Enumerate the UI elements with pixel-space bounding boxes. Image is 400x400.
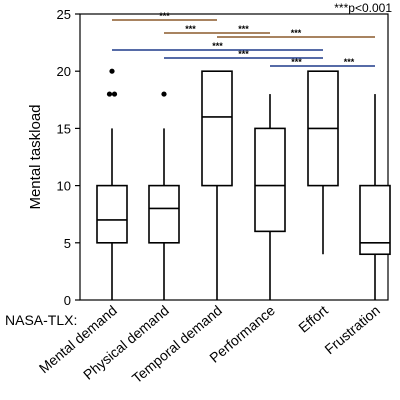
box-series bbox=[96, 68, 391, 300]
y-tick-label: 5 bbox=[64, 236, 71, 251]
y-axis: 0 5 10 15 20 25 bbox=[57, 7, 80, 308]
significance-label: *** bbox=[212, 41, 223, 51]
outlier-point bbox=[161, 91, 167, 97]
y-tick-label: 25 bbox=[57, 7, 71, 22]
significance-brackets: *** *** *** *** *** *** *** *** bbox=[112, 11, 375, 67]
y-tick-label: 20 bbox=[57, 64, 71, 79]
significance-label: *** bbox=[291, 57, 302, 67]
box-4 bbox=[254, 94, 286, 300]
box-5 bbox=[307, 70, 339, 255]
box-3 bbox=[201, 70, 233, 300]
significance-label: *** bbox=[185, 24, 196, 34]
x-tick-label: Frustration bbox=[321, 302, 383, 357]
box-body bbox=[148, 184, 180, 244]
outlier-point bbox=[109, 68, 115, 74]
box-body bbox=[359, 184, 391, 256]
outlier-point bbox=[106, 91, 113, 97]
significance-label: *** bbox=[238, 49, 249, 59]
outlier-point bbox=[111, 91, 118, 97]
box-body bbox=[96, 184, 128, 244]
x-tick-label: Temporal demand bbox=[129, 302, 225, 386]
box-2 bbox=[148, 91, 180, 300]
plot-frame bbox=[79, 13, 389, 301]
box-6 bbox=[359, 94, 391, 300]
significance-label: *** bbox=[291, 28, 302, 38]
box-body bbox=[201, 70, 233, 187]
y-tick-label: 0 bbox=[64, 293, 71, 308]
significance-label: *** bbox=[238, 24, 249, 34]
significance-label: *** bbox=[159, 11, 170, 21]
y-axis-title: Mental taskload bbox=[27, 104, 44, 209]
y-tick-label: 10 bbox=[57, 179, 71, 194]
significance-label: *** bbox=[344, 57, 355, 67]
x-tick-label: Effort bbox=[295, 302, 331, 336]
y-tick-label: 15 bbox=[57, 121, 71, 136]
box-1 bbox=[96, 68, 128, 300]
box-body bbox=[254, 127, 286, 233]
x-axis-prefix: NASA-TLX: bbox=[5, 312, 77, 328]
significance-note: ***p<0.001 bbox=[334, 1, 392, 15]
